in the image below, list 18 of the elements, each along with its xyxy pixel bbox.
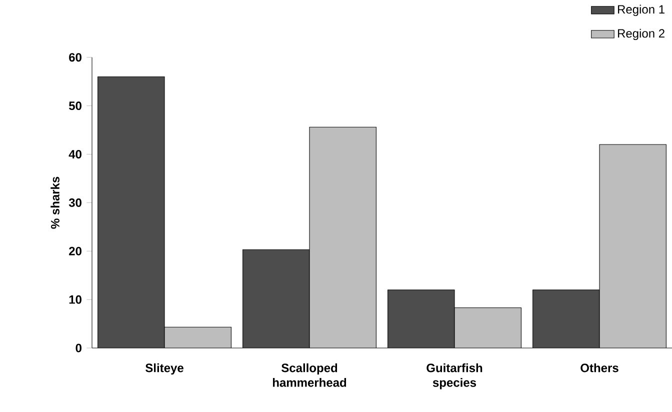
x-tick-label: Guitarfish species [426,363,482,390]
y-tick-label: 40 [68,150,82,158]
bar [242,250,310,348]
x-tick-label: Others [580,363,618,372]
bar [532,290,600,348]
legend-label: Region 1 [618,4,664,16]
bar [98,76,164,348]
y-tick-label: 20 [69,246,82,256]
y-tick-label: 30 [68,198,82,207]
x-tick-label: Scalloped hammerhead [272,363,346,387]
y-tick-label: 10 [69,295,82,304]
x-tick-label: Sliteye [146,363,184,375]
y-tick-label: 60 [69,53,82,62]
y-tick-label: 0 [76,344,82,352]
legend-label: Region 2 [618,28,664,40]
y-axis-title: % sharks [50,176,60,229]
y-tick-label: 50 [68,102,82,110]
bar [388,290,454,348]
